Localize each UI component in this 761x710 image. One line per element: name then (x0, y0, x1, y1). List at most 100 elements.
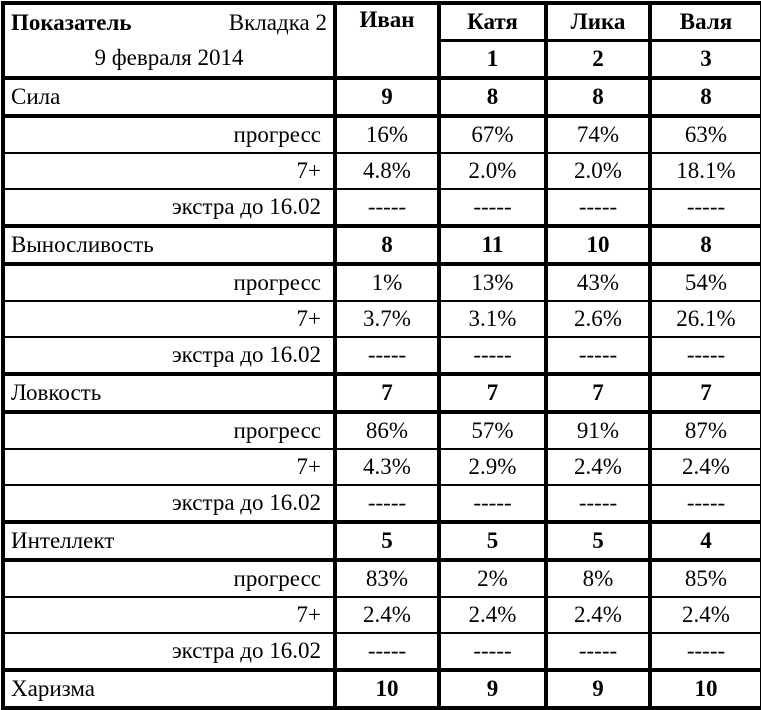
metric-label: 7+ (1, 152, 337, 190)
group-label: Сила (1, 76, 337, 118)
metric-label: экстра до 16.02 (1, 336, 337, 375)
group-value: 8 (648, 76, 761, 118)
metric-label: экстра до 16.02 (1, 484, 337, 523)
metric-row: прогресс 83% 2% 8% 85% (1, 559, 761, 598)
metric-value: 43% (544, 263, 652, 302)
group-value: 5 (544, 520, 652, 562)
metric-value: 57% (437, 411, 548, 450)
group-value: 7 (437, 372, 548, 414)
metric-value: 83% (333, 559, 441, 598)
metric-value: 67% (437, 115, 548, 154)
metric-row: экстра до 16.02 ----- ----- ----- ----- (1, 188, 761, 227)
group-value: 8 (333, 224, 441, 266)
metric-value: 4.8% (333, 152, 441, 190)
metric-value: 3.1% (437, 300, 548, 338)
group-value: 9 (544, 668, 652, 710)
metric-value: 8% (544, 559, 652, 598)
header-corner: Показатель Вкладка 2 9 февраля 2014 (1, 1, 337, 80)
group-label: Ловкость (1, 372, 337, 414)
metric-value: 2.4% (648, 448, 761, 486)
metric-value: ----- (544, 336, 652, 375)
metric-row: прогресс 1% 13% 43% 54% (1, 263, 761, 302)
metric-label: прогресс (1, 559, 337, 598)
metric-label: 7+ (1, 596, 337, 634)
metric-row: экстра до 16.02 ----- ----- ----- ----- (1, 632, 761, 671)
column-number: 2 (544, 39, 652, 80)
group-row: Сила 9 8 8 8 (1, 76, 761, 118)
metric-value: ----- (544, 188, 652, 227)
group-label: Выносливость (1, 224, 337, 266)
group-row: Ловкость 7 7 7 7 (1, 372, 761, 414)
metric-value: 3.7% (333, 300, 441, 338)
metric-value: 26.1% (648, 300, 761, 338)
metric-value: ----- (648, 632, 761, 671)
group-value: 7 (648, 372, 761, 414)
group-value: 7 (544, 372, 652, 414)
metric-row: 7+ 4.8% 2.0% 2.0% 18.1% (1, 152, 761, 190)
metric-value: ----- (333, 484, 441, 523)
metric-value: 86% (333, 411, 441, 450)
metric-value: 13% (437, 263, 548, 302)
group-label: Харизма (1, 668, 337, 710)
metric-row: прогресс 16% 67% 74% 63% (1, 115, 761, 154)
metric-value: 2.4% (648, 596, 761, 634)
header-row: Показатель Вкладка 2 9 февраля 2014 Иван … (1, 1, 761, 80)
column-header-lika: Лика (544, 1, 652, 42)
group-value: 11 (437, 224, 548, 266)
metric-label: 7+ (1, 300, 337, 338)
header-number-row: 1 2 3 (3, 39, 761, 80)
metric-row: 7+ 3.7% 3.1% 2.6% 26.1% (1, 300, 761, 338)
group-value: 5 (437, 520, 548, 562)
metric-row: прогресс 86% 57% 91% 87% (1, 411, 761, 450)
metric-label: прогресс (1, 263, 337, 302)
metric-label: экстра до 16.02 (1, 188, 337, 227)
column-header-katya: Катя (437, 1, 548, 42)
metric-value: 2.0% (544, 152, 652, 190)
metric-value: 4.3% (333, 448, 441, 486)
metric-label: экстра до 16.02 (1, 632, 337, 671)
metric-value: 87% (648, 411, 761, 450)
metric-value: 74% (544, 115, 652, 154)
metric-value: ----- (333, 188, 441, 227)
column-number: 1 (437, 39, 548, 80)
group-value: 8 (544, 76, 652, 118)
group-row: Харизма 10 9 9 10 (1, 668, 761, 710)
group-value: 5 (333, 520, 441, 562)
metric-row: экстра до 16.02 ----- ----- ----- ----- (1, 336, 761, 375)
group-value: 10 (333, 668, 441, 710)
group-label: Интеллект (1, 520, 337, 562)
group-value: 8 (648, 224, 761, 266)
metric-value: 2.6% (544, 300, 652, 338)
metric-value: ----- (437, 336, 548, 375)
column-number: 3 (648, 39, 761, 80)
column-header-ivan: Иван (333, 1, 441, 80)
metric-value: 85% (648, 559, 761, 598)
metric-value: 18.1% (648, 152, 761, 190)
group-value: 10 (544, 224, 652, 266)
metric-row: 7+ 4.3% 2.9% 2.4% 2.4% (1, 448, 761, 486)
group-value: 8 (437, 76, 548, 118)
metric-value: 2.9% (437, 448, 548, 486)
tab-label: Вкладка 2 (228, 10, 327, 35)
metric-value: 54% (648, 263, 761, 302)
group-value: 7 (333, 372, 441, 414)
metric-value: 16% (333, 115, 441, 154)
metric-label: прогресс (1, 411, 337, 450)
metric-value: ----- (437, 188, 548, 227)
date-label: 9 февраля 2014 (94, 45, 244, 70)
metric-value: 63% (648, 115, 761, 154)
group-value: 9 (333, 76, 441, 118)
metric-label: прогресс (1, 115, 337, 154)
metric-value: ----- (544, 484, 652, 523)
metric-value: ----- (648, 336, 761, 375)
metric-value: ----- (648, 484, 761, 523)
metric-value: 2.4% (544, 596, 652, 634)
metric-row: экстра до 16.02 ----- ----- ----- ----- (1, 484, 761, 523)
metric-value: ----- (333, 632, 441, 671)
group-value: 9 (437, 668, 548, 710)
group-value: 10 (648, 668, 761, 710)
metric-value: ----- (437, 632, 548, 671)
group-row: Выносливость 8 11 10 8 (1, 224, 761, 266)
metric-value: 2% (437, 559, 548, 598)
metric-value: ----- (544, 632, 652, 671)
